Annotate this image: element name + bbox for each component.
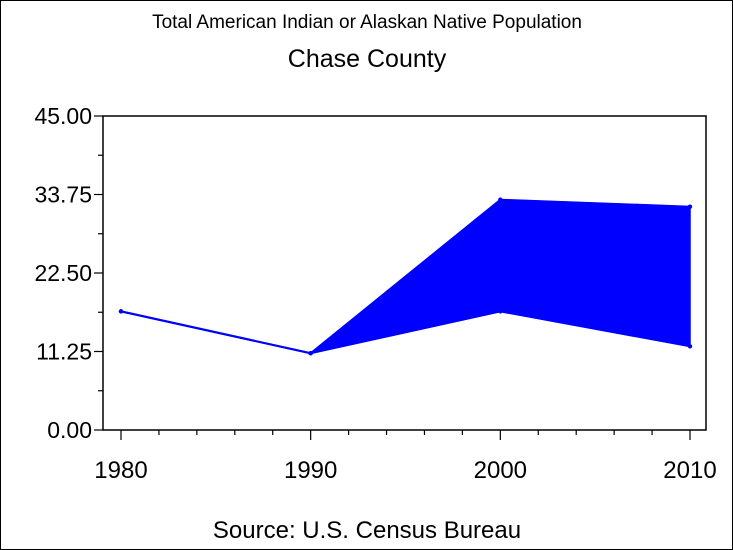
x-tick-label: 2000 — [474, 457, 527, 484]
data-point-lower — [498, 309, 503, 314]
data-point-lower — [118, 309, 124, 314]
y-tick-label: 33.75 — [34, 182, 92, 208]
series-line-lower — [120, 310, 691, 355]
x-tick-label: 1990 — [284, 457, 337, 484]
x-tick-label: 1980 — [94, 457, 147, 484]
y-tick-label: 11.25 — [36, 339, 92, 365]
y-tick-label: 45.00 — [34, 103, 92, 129]
y-tick-label: 0.00 — [47, 417, 92, 443]
data-point-upper — [498, 197, 503, 202]
data-point-lower — [308, 351, 313, 356]
x-tick-label: 2010 — [663, 457, 716, 484]
chart-subtitle: Chase County — [288, 45, 447, 73]
data-point-upper — [687, 204, 693, 209]
chart-title: Total American Indian or Alaskan Native … — [152, 12, 582, 33]
y-tick-label: 22.50 — [34, 260, 92, 286]
data-point-lower — [687, 344, 693, 349]
chart-footnote: Source: U.S. Census Bureau — [213, 517, 521, 544]
